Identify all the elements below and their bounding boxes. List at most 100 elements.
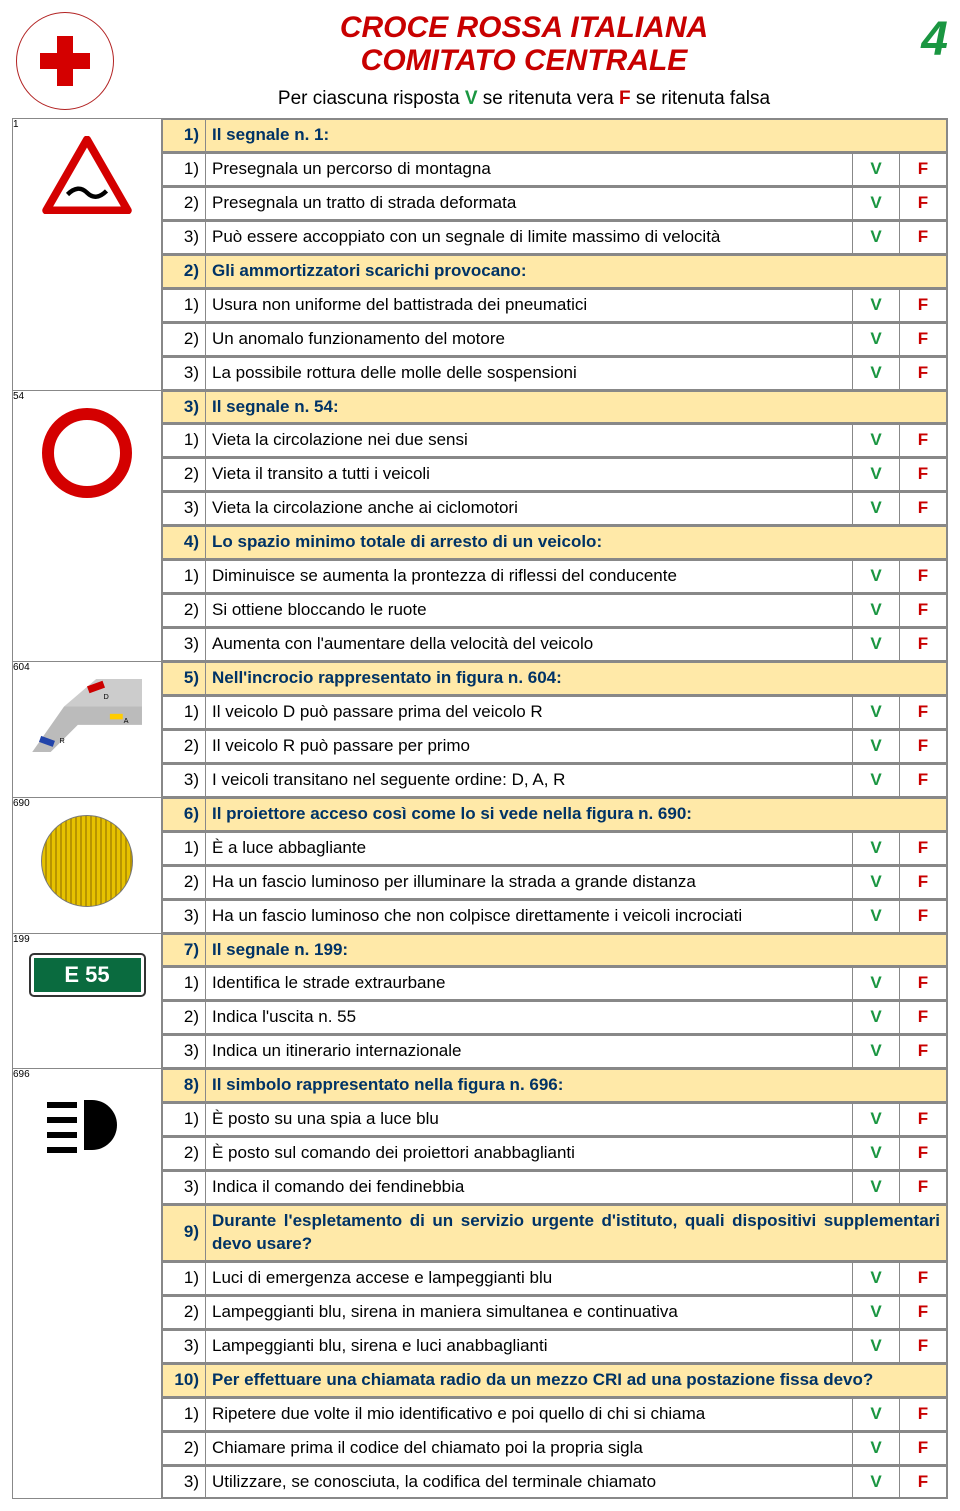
question-header-10: 10)Per effettuare una chiamata radio da … bbox=[163, 1364, 947, 1396]
f-option[interactable]: F bbox=[900, 1296, 947, 1328]
f-option[interactable]: F bbox=[900, 1398, 947, 1430]
v-option[interactable]: V bbox=[853, 730, 900, 762]
answer-row: 3)I veicoli transitano nel seguente ordi… bbox=[163, 764, 947, 796]
image-cell-604: 604 DAR bbox=[13, 662, 162, 798]
v-option[interactable]: V bbox=[853, 900, 900, 932]
v-option[interactable]: V bbox=[853, 1104, 900, 1136]
f-option[interactable]: F bbox=[900, 1104, 947, 1136]
f-option[interactable]: F bbox=[900, 832, 947, 864]
f-option[interactable]: F bbox=[900, 1036, 947, 1068]
v-option[interactable]: V bbox=[853, 832, 900, 864]
f-option[interactable]: F bbox=[900, 696, 947, 728]
v-option[interactable]: V bbox=[853, 323, 900, 355]
image-cell-696: 696 bbox=[13, 1069, 162, 1499]
svg-text:R: R bbox=[59, 736, 64, 745]
image-label-1: 1 bbox=[13, 119, 161, 130]
f-option[interactable]: F bbox=[900, 1330, 947, 1362]
f-option[interactable]: F bbox=[900, 357, 947, 389]
v-option[interactable]: V bbox=[853, 1330, 900, 1362]
answer-row: 2)Si ottiene bloccando le ruoteVF bbox=[163, 595, 947, 627]
f-option[interactable]: F bbox=[900, 221, 947, 253]
f-option[interactable]: F bbox=[900, 968, 947, 1000]
v-option[interactable]: V bbox=[853, 1138, 900, 1170]
triangle-sign-icon bbox=[42, 136, 132, 214]
answer-row: 1)Diminuisce se aumenta la prontezza di … bbox=[163, 561, 947, 593]
intersection-icon: DAR bbox=[32, 679, 142, 749]
v-option[interactable]: V bbox=[853, 1296, 900, 1328]
image-label-199: 199 bbox=[13, 934, 161, 945]
answer-row: 2)Presegnala un tratto di strada deforma… bbox=[163, 187, 947, 219]
v-option[interactable]: V bbox=[853, 153, 900, 185]
f-option[interactable]: F bbox=[900, 561, 947, 593]
v-option[interactable]: V bbox=[853, 1002, 900, 1034]
v-option[interactable]: V bbox=[853, 595, 900, 627]
question-header-4: 4)Lo spazio minimo totale di arresto di … bbox=[163, 527, 947, 559]
v-option[interactable]: V bbox=[853, 1262, 900, 1294]
f-option[interactable]: F bbox=[900, 629, 947, 661]
answer-row: 1)Usura non uniforme del battistrada dei… bbox=[163, 289, 947, 321]
v-option[interactable]: V bbox=[853, 493, 900, 525]
question-header-3: 3)Il segnale n. 54: bbox=[163, 391, 947, 423]
e55-sign-icon: E 55 bbox=[31, 955, 144, 995]
v-option[interactable]: V bbox=[853, 1398, 900, 1430]
v-option[interactable]: V bbox=[853, 187, 900, 219]
v-option[interactable]: V bbox=[853, 696, 900, 728]
answer-row: 2)Chiamare prima il codice del chiamato … bbox=[163, 1432, 947, 1464]
f-option[interactable]: F bbox=[900, 595, 947, 627]
f-option[interactable]: F bbox=[900, 1002, 947, 1034]
f-option[interactable]: F bbox=[900, 1466, 947, 1498]
answer-row: 3)Vieta la circolazione anche ai ciclomo… bbox=[163, 493, 947, 525]
image-cell-690: 690 bbox=[13, 797, 162, 933]
f-option[interactable]: F bbox=[900, 866, 947, 898]
v-option[interactable]: V bbox=[853, 1172, 900, 1204]
f-option[interactable]: F bbox=[900, 730, 947, 762]
v-option[interactable]: V bbox=[853, 1466, 900, 1498]
v-option[interactable]: V bbox=[853, 561, 900, 593]
title-line-2: COMITATO CENTRALE bbox=[160, 44, 888, 78]
answer-row: 2)Lampeggianti blu, sirena in maniera si… bbox=[163, 1296, 947, 1328]
answer-row: 1)Luci di emergenza accese e lampeggiant… bbox=[163, 1262, 947, 1294]
f-option[interactable]: F bbox=[900, 459, 947, 491]
v-option[interactable]: V bbox=[853, 968, 900, 1000]
page-header: CROCE ROSSA ITALIANA COMITATO CENTRALE P… bbox=[12, 12, 948, 110]
answer-row: 1)È posto su una spia a luce bluVF bbox=[163, 1104, 947, 1136]
v-option[interactable]: V bbox=[853, 357, 900, 389]
v-option[interactable]: V bbox=[853, 221, 900, 253]
f-option[interactable]: F bbox=[900, 900, 947, 932]
v-option[interactable]: V bbox=[853, 764, 900, 796]
title-column: CROCE ROSSA ITALIANA COMITATO CENTRALE P… bbox=[160, 12, 888, 110]
image-cell-54: 54 bbox=[13, 390, 162, 662]
quiz-table: 1 1)Il segnale n. 1: 1)Presegnala un per… bbox=[12, 118, 948, 1499]
f-option[interactable]: F bbox=[900, 1262, 947, 1294]
f-option[interactable]: F bbox=[900, 1172, 947, 1204]
v-option[interactable]: V bbox=[853, 459, 900, 491]
v-option[interactable]: V bbox=[853, 1432, 900, 1464]
v-option[interactable]: V bbox=[853, 289, 900, 321]
answer-row: 3)Utilizzare, se conosciuta, la codifica… bbox=[163, 1466, 947, 1498]
f-option[interactable]: F bbox=[900, 425, 947, 457]
image-label-690: 690 bbox=[13, 798, 161, 809]
v-option[interactable]: V bbox=[853, 1036, 900, 1068]
f-option[interactable]: F bbox=[900, 153, 947, 185]
v-option[interactable]: V bbox=[853, 425, 900, 457]
image-label-696: 696 bbox=[13, 1069, 161, 1080]
svg-text:D: D bbox=[103, 692, 108, 701]
f-option[interactable]: F bbox=[900, 764, 947, 796]
f-option[interactable]: F bbox=[900, 323, 947, 355]
question-header-8: 8)Il simbolo rappresentato nella figura … bbox=[163, 1070, 947, 1102]
v-option[interactable]: V bbox=[853, 866, 900, 898]
f-option[interactable]: F bbox=[900, 493, 947, 525]
question-header-2: 2)Gli ammortizzatori scarichi provocano: bbox=[163, 255, 947, 287]
image-cell-1: 1 bbox=[13, 119, 162, 391]
f-option[interactable]: F bbox=[900, 1432, 947, 1464]
question-header-1: 1)Il segnale n. 1: bbox=[163, 120, 947, 152]
f-option[interactable]: F bbox=[900, 289, 947, 321]
v-option[interactable]: V bbox=[853, 629, 900, 661]
f-option[interactable]: F bbox=[900, 187, 947, 219]
f-option[interactable]: F bbox=[900, 1138, 947, 1170]
answer-row: 1)Vieta la circolazione nei due sensiVF bbox=[163, 425, 947, 457]
answer-row: 2)Un anomalo funzionamento del motoreVF bbox=[163, 323, 947, 355]
question-header-6: 6)Il proiettore acceso così come lo si v… bbox=[163, 798, 947, 830]
image-label-54: 54 bbox=[13, 391, 161, 402]
answer-row: 3)Indica un itinerario internazionaleVF bbox=[163, 1036, 947, 1068]
